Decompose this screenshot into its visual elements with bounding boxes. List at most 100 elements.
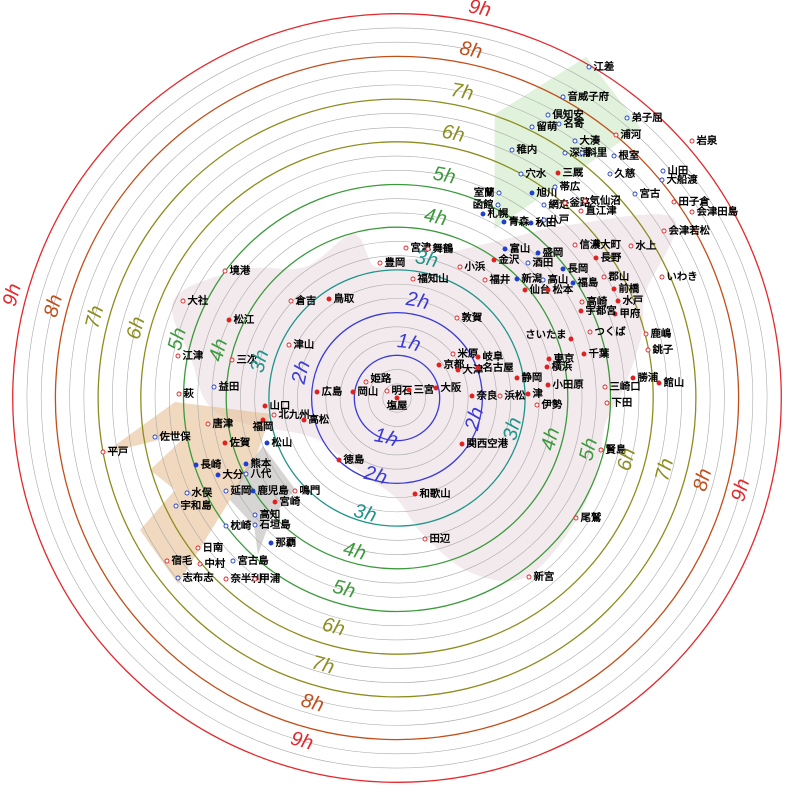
svg-text:帯広: 帯広: [560, 180, 581, 193]
svg-text:大分: 大分: [223, 468, 244, 481]
svg-text:会津若松: 会津若松: [669, 224, 711, 237]
svg-text:稚内: 稚内: [517, 143, 538, 156]
svg-text:札幌: 札幌: [487, 207, 509, 220]
svg-text:境港: 境港: [230, 264, 251, 277]
svg-text:宮古: 宮古: [640, 187, 661, 200]
svg-text:浦河: 浦河: [621, 128, 642, 141]
svg-text:志布志: 志布志: [183, 571, 215, 584]
svg-text:豊岡: 豊岡: [385, 256, 406, 269]
svg-text:萩: 萩: [183, 387, 195, 400]
svg-text:敦賀: 敦賀: [462, 311, 483, 324]
svg-text:伊勢: 伊勢: [541, 398, 563, 411]
svg-text:松山: 松山: [272, 436, 293, 449]
svg-text:つくば: つくば: [595, 325, 627, 338]
svg-text:関西空港: 関西空港: [467, 437, 509, 450]
svg-text:信濃大町: 信濃大町: [580, 238, 622, 251]
svg-text:金沢: 金沢: [498, 253, 520, 266]
svg-text:宮崎: 宮崎: [280, 495, 301, 508]
svg-text:富山: 富山: [510, 242, 531, 255]
svg-text:鹿嶋: 鹿嶋: [651, 327, 672, 340]
svg-text:音威子府: 音威子府: [568, 90, 610, 103]
svg-text:甲府: 甲府: [620, 307, 641, 320]
svg-text:岡山: 岡山: [358, 385, 379, 398]
svg-text:静岡: 静岡: [522, 371, 543, 384]
svg-text:米原: 米原: [457, 347, 479, 360]
svg-text:9h: 9h: [0, 281, 26, 308]
svg-text:室蘭: 室蘭: [474, 186, 495, 199]
svg-text:久慈: 久慈: [614, 167, 636, 180]
svg-text:勝浦: 勝浦: [638, 371, 659, 384]
svg-text:大阪: 大阪: [441, 381, 462, 394]
svg-text:岩泉: 岩泉: [696, 134, 718, 147]
svg-text:5h: 5h: [431, 163, 458, 189]
svg-text:日南: 日南: [203, 541, 224, 554]
svg-text:松江: 松江: [234, 313, 255, 326]
svg-text:弟子屈: 弟子屈: [632, 111, 663, 124]
svg-text:穴水: 穴水: [526, 167, 547, 180]
svg-text:鳴門: 鳴門: [300, 484, 321, 497]
svg-text:大湊: 大湊: [580, 134, 601, 147]
svg-text:宇和島: 宇和島: [181, 499, 213, 512]
svg-text:鳥取: 鳥取: [334, 292, 355, 305]
svg-text:8h: 8h: [689, 466, 716, 493]
svg-text:新宮: 新宮: [534, 570, 555, 583]
svg-text:根室: 根室: [619, 149, 640, 162]
svg-text:会津田島: 会津田島: [697, 205, 739, 218]
svg-text:前橋: 前橋: [619, 282, 640, 295]
svg-text:館山: 館山: [663, 376, 685, 389]
svg-text:津: 津: [533, 387, 544, 400]
svg-text:益田: 益田: [219, 380, 240, 393]
svg-text:7h: 7h: [309, 652, 337, 679]
svg-text:7h: 7h: [81, 303, 108, 330]
svg-text:9h: 9h: [467, 0, 494, 22]
svg-text:宇都宮: 宇都宮: [586, 304, 617, 317]
svg-text:和歌山: 和歌山: [419, 487, 451, 500]
svg-text:奈良: 奈良: [476, 389, 498, 402]
svg-text:江差: 江差: [594, 60, 615, 73]
svg-text:枕崎: 枕崎: [231, 519, 252, 532]
svg-text:郡山: 郡山: [608, 270, 630, 283]
svg-text:4h: 4h: [422, 204, 449, 230]
svg-text:佐世保: 佐世保: [159, 430, 192, 443]
svg-text:三宮: 三宮: [414, 383, 435, 396]
svg-text:松本: 松本: [553, 283, 574, 296]
svg-text:斜里: 斜里: [586, 146, 608, 159]
svg-text:青森: 青森: [509, 215, 530, 228]
svg-text:9h: 9h: [727, 476, 754, 503]
svg-text:宿毛: 宿毛: [172, 554, 193, 567]
svg-text:長野: 長野: [601, 252, 622, 264]
svg-text:福井: 福井: [489, 273, 511, 286]
svg-text:宮古島: 宮古島: [238, 554, 270, 567]
svg-text:水俣: 水俣: [192, 486, 213, 499]
svg-text:三厩: 三厩: [563, 167, 584, 179]
svg-text:甲浦: 甲浦: [260, 572, 281, 585]
svg-text:倉吉: 倉吉: [295, 294, 317, 307]
svg-text:水上: 水上: [636, 239, 657, 252]
svg-text:江津: 江津: [183, 349, 204, 362]
svg-text:福岡: 福岡: [252, 420, 274, 433]
svg-text:田辺: 田辺: [430, 533, 451, 545]
svg-text:福知山: 福知山: [417, 272, 449, 285]
svg-text:津山: 津山: [294, 338, 315, 351]
svg-text:銚子: 銚子: [653, 343, 674, 356]
svg-text:小田原: 小田原: [552, 378, 585, 391]
svg-text:小浜: 小浜: [464, 260, 486, 273]
svg-text:唐津: 唐津: [213, 417, 234, 430]
svg-text:8h: 8h: [40, 292, 67, 319]
svg-text:直江津: 直江津: [586, 204, 618, 217]
svg-text:水戸: 水戸: [623, 294, 644, 307]
svg-text:平戸: 平戸: [108, 446, 129, 458]
svg-text:5h: 5h: [330, 576, 358, 603]
svg-text:6h: 6h: [320, 614, 348, 641]
svg-text:横浜: 横浜: [552, 360, 573, 373]
svg-text:8h: 8h: [299, 689, 327, 716]
svg-text:さいたま: さいたま: [525, 329, 566, 341]
svg-text:6h: 6h: [123, 314, 150, 341]
svg-text:長岡: 長岡: [568, 263, 589, 275]
svg-text:広島: 広島: [322, 385, 343, 398]
svg-text:名寄: 名寄: [564, 117, 585, 130]
svg-text:盛岡: 盛岡: [543, 246, 564, 259]
svg-text:佐賀: 佐賀: [229, 436, 251, 449]
svg-text:那覇: 那覇: [276, 537, 297, 549]
svg-text:福島: 福島: [577, 276, 599, 289]
